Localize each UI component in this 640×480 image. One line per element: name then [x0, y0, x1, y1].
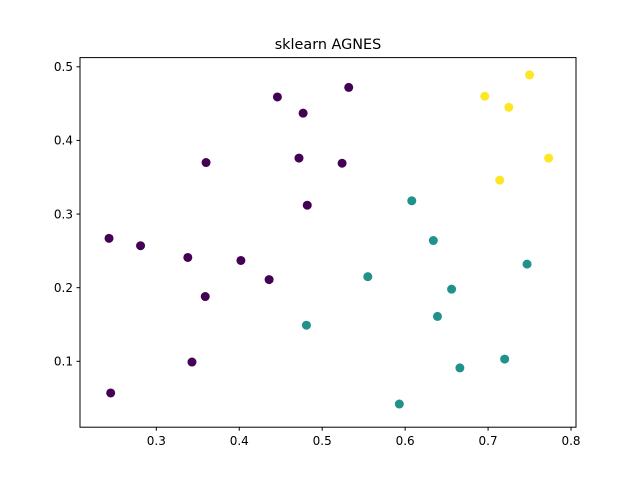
y-tick-label: 0.2: [54, 281, 73, 295]
data-point-cluster-0: [183, 252, 193, 262]
data-point-cluster-1: [455, 363, 465, 373]
x-tick-label: 0.6: [396, 434, 415, 448]
data-point-cluster-0: [136, 241, 146, 251]
x-tick-label: 0.3: [147, 434, 166, 448]
x-tick-label: 0.5: [313, 434, 332, 448]
data-point-cluster-2: [504, 102, 514, 112]
x-tick-label: 0.4: [230, 434, 249, 448]
data-point-cluster-0: [201, 158, 211, 168]
data-point-cluster-1: [522, 259, 532, 269]
data-point-cluster-2: [525, 70, 535, 80]
plot-area-frame: [79, 57, 577, 428]
data-point-cluster-2: [480, 91, 490, 101]
data-point-cluster-0: [104, 233, 114, 243]
data-point-cluster-0: [200, 292, 210, 302]
x-tick-label: 0.8: [561, 434, 580, 448]
y-tick-label: 0.5: [54, 60, 73, 74]
data-point-cluster-1: [407, 196, 417, 206]
data-point-cluster-0: [106, 388, 116, 398]
data-points: [104, 70, 554, 409]
y-tick-label: 0.3: [54, 207, 73, 221]
data-point-cluster-2: [495, 175, 505, 185]
data-point-cluster-1: [428, 236, 438, 246]
x-tick-label: 0.7: [479, 434, 498, 448]
data-point-cluster-0: [272, 92, 282, 102]
data-point-cluster-2: [544, 153, 554, 163]
data-point-cluster-0: [344, 82, 354, 92]
y-tick-label: 0.4: [54, 134, 73, 148]
data-point-cluster-0: [187, 357, 197, 367]
data-point-cluster-1: [500, 354, 510, 364]
chart-title: sklearn AGNES: [275, 37, 382, 53]
data-point-cluster-0: [236, 255, 246, 265]
y-tick-label: 0.1: [54, 355, 73, 369]
data-point-cluster-0: [302, 200, 312, 210]
data-point-cluster-1: [363, 272, 373, 282]
data-point-cluster-0: [294, 153, 304, 163]
data-point-cluster-0: [298, 108, 308, 118]
data-point-cluster-1: [447, 284, 457, 294]
data-point-cluster-1: [301, 320, 311, 330]
x-axis: 0.3 0.4 0.5 0.6 0.7 0.8: [147, 427, 581, 448]
data-point-cluster-0: [337, 158, 347, 168]
data-point-cluster-0: [264, 275, 274, 285]
data-point-cluster-1: [432, 311, 442, 321]
data-point-cluster-1: [394, 399, 404, 409]
y-axis: 0.1 0.2 0.3 0.4 0.5: [54, 60, 80, 369]
